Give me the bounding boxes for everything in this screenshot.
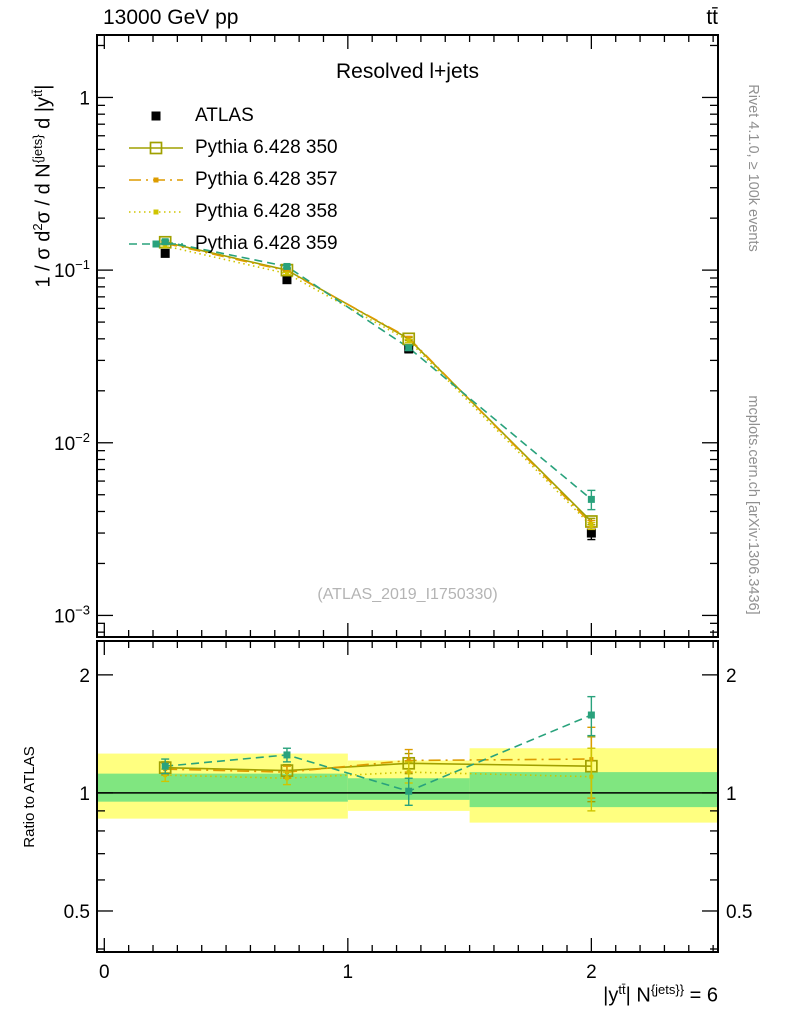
marker-filled-square <box>283 262 291 270</box>
x-tick-label: 0 <box>99 962 110 983</box>
legend-swatch-pythia-359 <box>129 240 183 248</box>
y-axis-label-main: 1 / σ d2σ / d N{jets} d |ytt̄| <box>30 26 55 346</box>
series-line <box>165 714 592 793</box>
y-tick-label-right: 2 <box>726 666 737 687</box>
legend-label-pythia-350: Pythia 6.428 350 <box>195 137 338 158</box>
marker-filled-square <box>406 338 411 343</box>
y-tick-label-right: 1 <box>726 784 737 805</box>
x-label-part: = 6 <box>684 984 718 1007</box>
legend-swatch-pythia-358 <box>129 209 183 215</box>
series-line <box>165 242 592 525</box>
y-tick-label: 10−1 <box>54 257 90 282</box>
marker-filled-square <box>587 711 595 719</box>
series-line <box>165 245 592 527</box>
x-tick-label: 2 <box>586 962 597 983</box>
legend-label-pythia-359: Pythia 6.428 359 <box>195 233 338 254</box>
y-label-sup: {jets} <box>30 134 45 164</box>
x-label-part: |y <box>603 984 619 1007</box>
y-label-part: 1 / σ d <box>32 230 55 288</box>
legend-item-pythia-359: Pythia 6.428 359 <box>127 228 338 260</box>
marker-filled-square <box>589 774 594 779</box>
y-tick-label-right: 0.5 <box>726 902 752 923</box>
series-line <box>165 240 592 501</box>
green-uncertainty-band <box>97 773 348 802</box>
y-tick-label: 10−3 <box>54 602 90 627</box>
plot-title: Resolved l+jets <box>336 60 479 83</box>
x-axis-label: |ytt̄| N{jets}} = 6 <box>603 982 718 1008</box>
x-label-sup: tt̄ <box>618 982 626 997</box>
marker-filled-square <box>589 523 594 528</box>
y-tick-label: 2 <box>79 666 90 687</box>
marker-filled-square <box>406 335 411 340</box>
marker-filled-square <box>161 762 169 770</box>
y-tick-label: 1 <box>79 88 90 109</box>
marker-filled-square <box>163 243 168 248</box>
marker-filled-square <box>282 275 292 285</box>
legend-item-pythia-350: Pythia 6.428 350 <box>127 132 338 164</box>
main-panel-frame <box>96 34 719 638</box>
marker-filled-square <box>163 773 168 778</box>
y-label-sup: 2 <box>30 223 45 231</box>
marker-filled-square <box>586 528 596 538</box>
marker-filled-square <box>160 248 170 258</box>
ratio-panel-frame <box>96 640 719 953</box>
mcplots-reference-note: mcplots.cern.ch [arXiv:1306.3436] <box>745 395 761 615</box>
marker-filled-square <box>153 209 159 215</box>
y-tick-label: 0.5 <box>64 902 90 923</box>
marker-filled-square <box>406 758 411 763</box>
process-label: tt̄ <box>706 6 718 29</box>
x-tick-label: 1 <box>343 962 354 983</box>
legend-label-atlas: ATLAS <box>195 105 254 126</box>
series-line <box>165 771 592 780</box>
legend-swatch-pythia-357 <box>129 177 183 183</box>
legend: ATLAS Pythia 6.428 350 Pythia 6.428 357 … <box>127 100 338 260</box>
y-label-part: d |y <box>32 96 55 135</box>
x-label-sup: {jets}} <box>650 982 685 997</box>
marker-filled-square <box>151 111 161 121</box>
marker-filled-square <box>405 344 413 352</box>
marker-filled-square <box>284 271 289 276</box>
legend-swatch-pythia-350 <box>129 141 183 155</box>
y-axis-label-ratio: Ratio to ATLAS <box>21 746 38 848</box>
series-line <box>165 241 592 523</box>
beam-energy-label: 13000 GeV pp <box>103 6 239 29</box>
y-label-part: | <box>32 84 55 90</box>
marker-filled-square <box>405 787 413 795</box>
marker-filled-square <box>284 776 289 781</box>
y-label-part: σ / d N <box>32 163 55 224</box>
rivet-version-note: Rivet 4.1.0, ≥ 100k events <box>745 84 761 252</box>
marker-open-square <box>149 141 163 155</box>
marker-filled-square <box>406 770 411 775</box>
x-label-part: | N <box>625 984 651 1007</box>
legend-item-pythia-358: Pythia 6.428 358 <box>127 196 338 228</box>
marker-filled-square <box>587 495 595 503</box>
marker-filled-square <box>284 268 289 273</box>
y-label-sup: tt̄ <box>30 89 45 97</box>
legend-swatch-atlas <box>151 111 161 121</box>
marker-filled-square <box>153 177 159 183</box>
legend-item-pythia-357: Pythia 6.428 357 <box>127 164 338 196</box>
legend-label-pythia-357: Pythia 6.428 357 <box>195 169 338 190</box>
marker-filled-square <box>283 751 291 759</box>
y-tick-label: 1 <box>79 784 90 805</box>
marker-filled-square <box>152 240 160 248</box>
legend-label-pythia-358: Pythia 6.428 358 <box>195 201 338 222</box>
series-line <box>165 762 592 772</box>
analysis-id-watermark: (ATLAS_2019_I1750330) <box>317 586 498 603</box>
legend-item-atlas: ATLAS <box>127 100 338 132</box>
marker-filled-square <box>161 238 169 246</box>
y-tick-label: 10−2 <box>54 430 90 455</box>
